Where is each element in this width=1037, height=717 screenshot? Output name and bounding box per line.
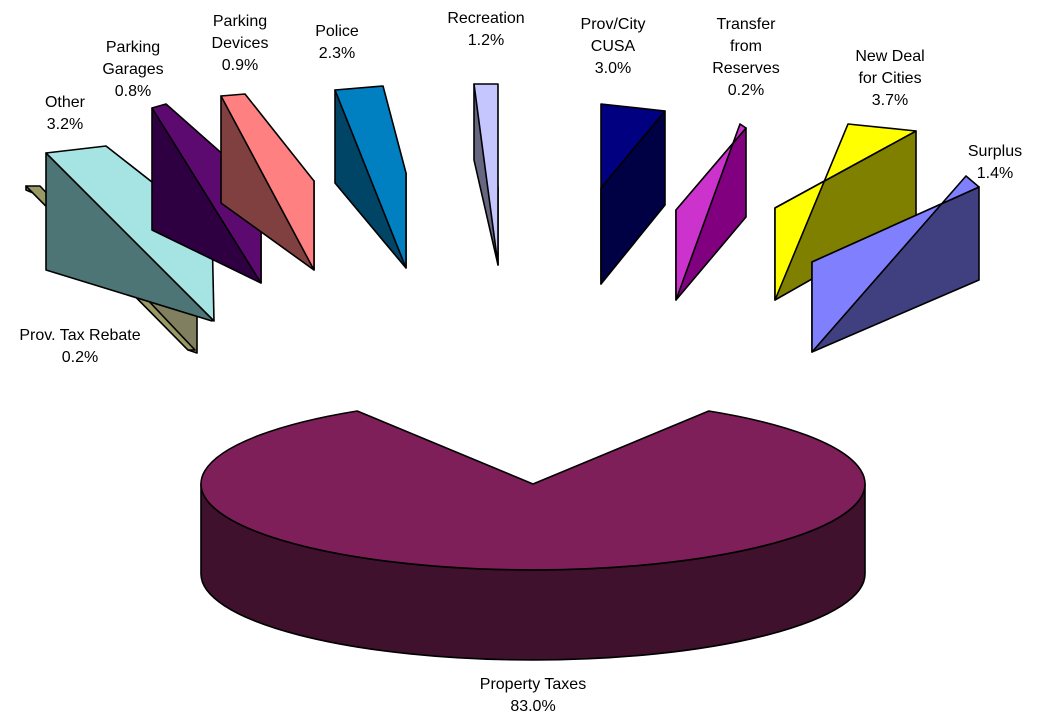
label-new-deal-for-cities: New Deal for Cities bbox=[855, 48, 924, 87]
value-label-prov-tax-rebate: 0.2% bbox=[62, 349, 98, 366]
slice-top-surplus bbox=[811, 175, 980, 353]
slice-transfer-from-reserves bbox=[675, 123, 747, 301]
label-parking-devices: Parking Devices bbox=[212, 13, 269, 52]
value-label-parking-garages: 0.8% bbox=[115, 83, 151, 100]
slice-top-parking-devices bbox=[220, 93, 315, 271]
slice-top-prov-city-cusa bbox=[600, 103, 666, 285]
value-label-police: 2.3% bbox=[319, 45, 355, 62]
label-recreation: Recreation bbox=[447, 10, 524, 27]
slice-police bbox=[334, 85, 407, 269]
value-label-recreation: 1.2% bbox=[468, 32, 504, 49]
label-other: Other bbox=[45, 94, 86, 111]
slice-recreation bbox=[473, 83, 499, 266]
value-label-transfer-from-reserves: 0.2% bbox=[728, 82, 764, 99]
value-label-parking-devices: 0.9% bbox=[222, 57, 258, 74]
label-parking-garages: Parking Garages bbox=[102, 39, 163, 78]
label-prov-tax-rebate: Prov. Tax Rebate bbox=[19, 327, 140, 344]
label-transfer-from-reserves: Transfer from Reserves bbox=[712, 16, 780, 77]
value-label-other: 3.2% bbox=[47, 116, 83, 133]
label-property-taxes: Property Taxes bbox=[480, 676, 586, 693]
label-surplus: Surplus bbox=[968, 143, 1022, 160]
slice-property-taxes bbox=[200, 410, 866, 661]
slice-top-new-deal-for-cities bbox=[774, 123, 917, 301]
slice-top-police bbox=[334, 85, 407, 269]
slice-top-transfer-from-reserves bbox=[675, 123, 747, 301]
slice-parking-garages bbox=[151, 103, 262, 284]
slice-prov-city-cusa bbox=[600, 103, 666, 285]
value-label-new-deal-for-cities: 3.7% bbox=[872, 92, 908, 109]
value-label-surplus: 1.4% bbox=[977, 165, 1013, 182]
label-police: Police bbox=[315, 23, 359, 40]
slice-top-property-taxes bbox=[200, 410, 866, 571]
value-label-prov-city-cusa: 3.0% bbox=[595, 60, 631, 77]
slice-surplus bbox=[811, 175, 980, 353]
slice-top-recreation bbox=[473, 83, 499, 266]
label-prov-city-cusa: Prov/City CUSA bbox=[581, 16, 646, 55]
value-label-property-taxes: 83.0% bbox=[510, 698, 555, 715]
slice-parking-devices bbox=[220, 93, 315, 271]
